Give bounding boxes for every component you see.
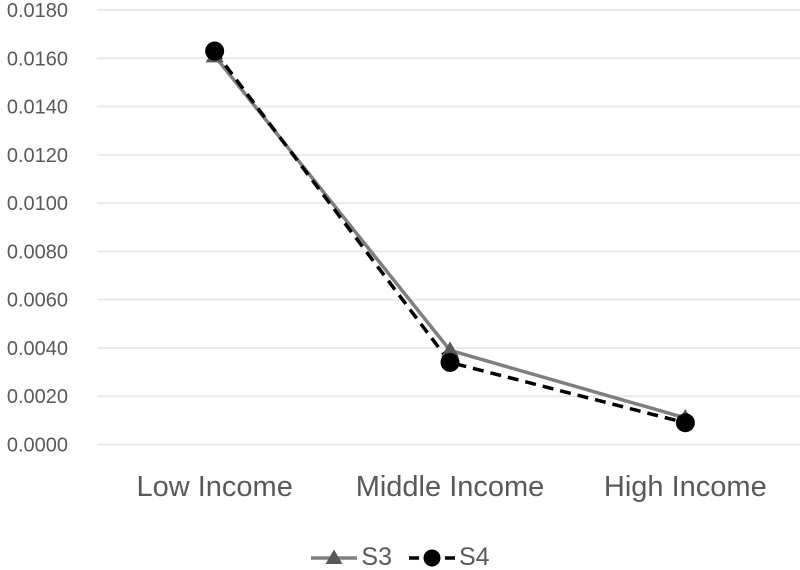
y-axis-tick-label: 0.0120 [7,145,68,167]
y-axis-tick-label: 0.0000 [7,435,68,457]
y-axis-tick-label: 0.0060 [7,290,68,312]
legend-item-s3: S3 [310,545,392,570]
y-axis-tick-label: 0.0020 [7,386,68,408]
y-axis-tick-label: 0.0140 [7,97,68,119]
data-point-s4-low-income [205,41,225,61]
s4-line-circle-swatch [409,549,455,566]
series-line-s4 [213,49,686,425]
legend-label-s3: S3 [361,543,392,570]
y-axis-tick-label: 0.0160 [7,48,68,70]
s3-triangle-marker-icon [325,549,343,564]
y-axis-tick-label: 0.0080 [7,241,68,263]
y-axis-tick-label: 0.0100 [7,193,68,215]
legend-item-s4: S4 [408,545,490,570]
s4-circle-marker-icon [423,549,441,566]
x-axis-category-label: Low Income [136,471,292,503]
y-axis-tick-label: 0.0040 [7,338,68,360]
s3-line-triangle-swatch [311,549,358,564]
x-axis-category-label: Middle Income [356,471,545,503]
legend-label-s4: S4 [459,543,490,570]
chart-legend: S3 S4 [0,545,800,570]
y-axis-tick-label: 0.0180 [7,0,68,22]
data-point-s4-high-income [675,413,695,433]
x-axis-category-label: High Income [604,471,767,503]
data-point-s3-middle-income [441,341,459,357]
data-point-s4-middle-income [440,352,460,372]
